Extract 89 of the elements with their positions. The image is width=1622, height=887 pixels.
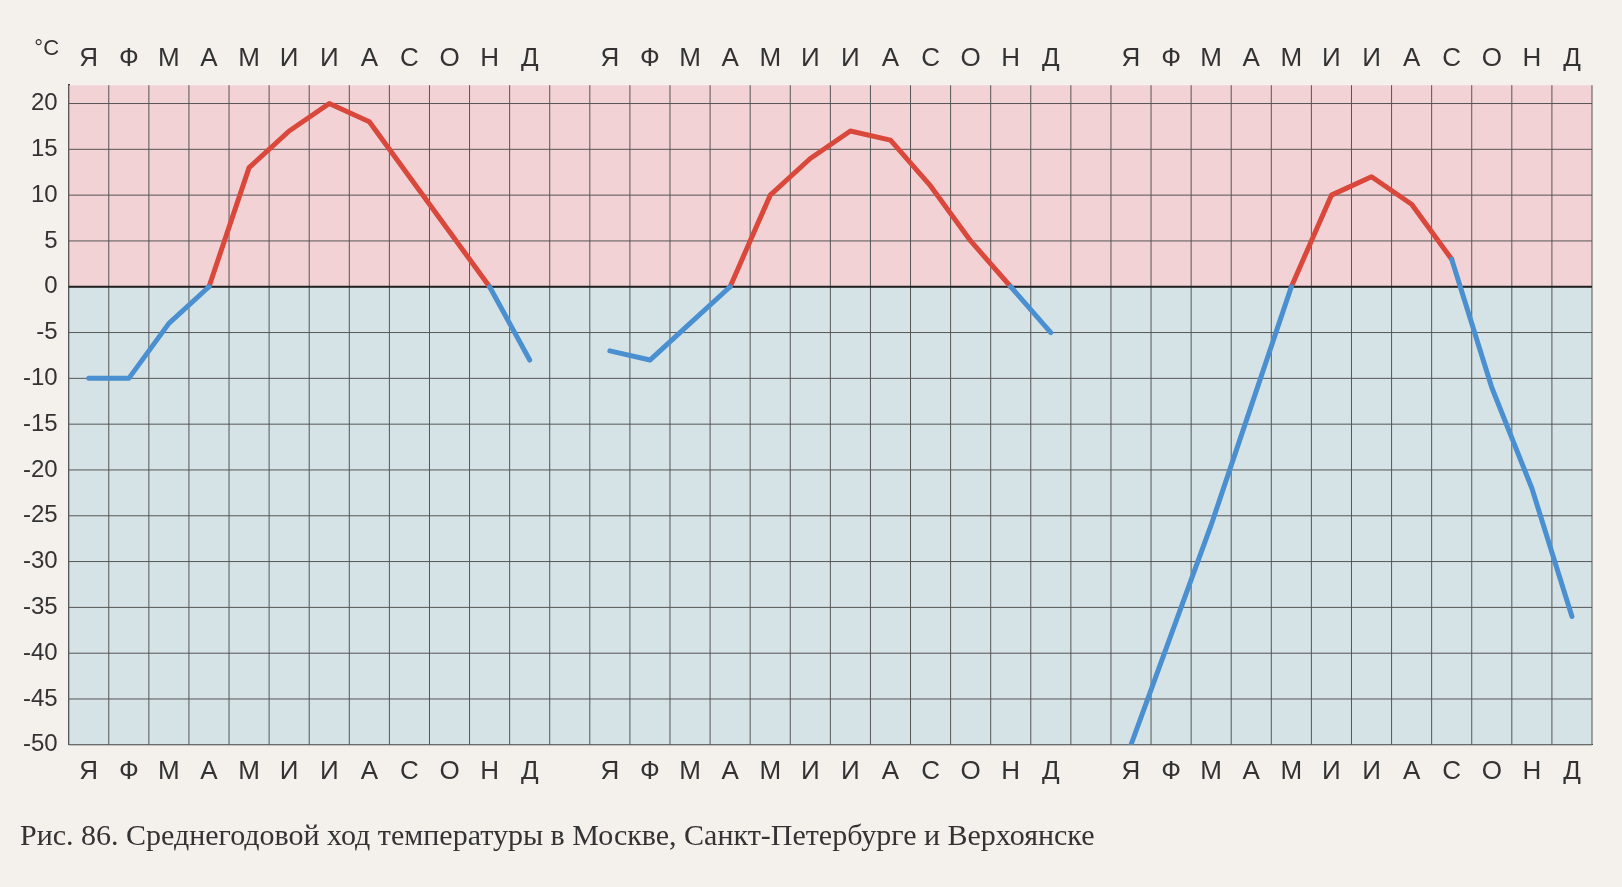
category-label: Н xyxy=(1001,41,1021,72)
y-tick-label: -5 xyxy=(36,317,58,345)
y-tick-label: 20 xyxy=(30,88,58,116)
x-tick-label: Н xyxy=(1522,754,1542,785)
category-label: О xyxy=(439,41,460,72)
x-tick-label: Д xyxy=(1042,754,1061,785)
category-label: И xyxy=(1322,41,1341,72)
x-tick-label: И xyxy=(841,754,860,785)
x-tick-label: С xyxy=(1442,754,1462,785)
x-tick-label: И xyxy=(319,754,339,785)
y-tick-label: -20 xyxy=(23,454,58,482)
y-tick-label: -45 xyxy=(23,683,58,711)
x-tick-label: Ф xyxy=(1161,754,1181,785)
x-tick-label: М xyxy=(679,754,701,785)
category-label: Н xyxy=(1522,41,1542,72)
category-label: М xyxy=(1200,41,1223,72)
category-label: А xyxy=(881,41,900,72)
category-label: М xyxy=(679,41,701,72)
category-label: И xyxy=(800,41,820,72)
x-tick-label: И xyxy=(279,754,299,785)
category-label: М xyxy=(759,41,782,72)
x-tick-label: М xyxy=(1200,754,1223,785)
x-tick-label: М xyxy=(238,754,260,785)
x-tick-label: А xyxy=(1402,754,1421,785)
x-tick-label: И xyxy=(800,754,820,785)
category-label: Д xyxy=(520,41,539,72)
x-tick-label: И xyxy=(1362,754,1381,785)
category-label: С xyxy=(400,41,419,72)
category-label: Ф xyxy=(118,41,139,72)
category-label: А xyxy=(1242,41,1260,72)
category-label: Ф xyxy=(1161,41,1181,72)
category-label: М xyxy=(158,41,180,72)
category-label: О xyxy=(960,41,981,72)
category-label: С xyxy=(1442,41,1462,72)
category-label: М xyxy=(238,41,260,72)
x-tick-label: Д xyxy=(520,754,539,785)
y-tick-label: -25 xyxy=(23,500,58,528)
category-label: А xyxy=(1402,41,1421,72)
category-label: М xyxy=(1280,41,1303,72)
category-label: Я xyxy=(79,41,99,72)
y-tick-label: -10 xyxy=(23,362,58,390)
category-label: Д xyxy=(1563,41,1581,72)
x-tick-label: М xyxy=(158,754,180,785)
y-axis-title: °C xyxy=(34,35,60,61)
x-tick-label: Я xyxy=(79,754,99,785)
x-tick-label: С xyxy=(921,754,940,785)
x-tick-label: Д xyxy=(1563,754,1582,785)
x-tick-label: А xyxy=(1242,754,1261,785)
category-label: И xyxy=(1362,41,1381,72)
x-tick-label: Н xyxy=(480,754,499,785)
category-label: И xyxy=(279,41,299,72)
y-tick-label: -50 xyxy=(23,729,58,757)
category-label: О xyxy=(1481,41,1502,72)
category-label: С xyxy=(921,41,940,72)
category-label: А xyxy=(721,41,739,72)
y-tick-label: 5 xyxy=(44,225,58,253)
y-tick-label: 15 xyxy=(30,133,58,161)
x-tick-label: М xyxy=(759,754,782,785)
x-tick-label: Ф xyxy=(118,754,139,785)
text: Рис. 86. Среднегодовой ход температуры в Москве, Санкт-Петербурге и Верхоянске xyxy=(20,818,1095,852)
category-label: Ф xyxy=(640,41,660,72)
category-label: Н xyxy=(480,41,499,72)
category-label: И xyxy=(319,41,339,72)
x-tick-label: И xyxy=(1322,754,1341,785)
y-tick-label: -15 xyxy=(23,408,58,436)
category-label: И xyxy=(841,41,860,72)
category-label: А xyxy=(360,41,379,72)
category-label: А xyxy=(200,41,218,72)
category-label: Д xyxy=(1042,41,1060,72)
x-tick-label: С xyxy=(400,754,419,785)
y-tick-label: 10 xyxy=(30,179,58,207)
category-label: Я xyxy=(600,41,620,72)
y-tick-label: -40 xyxy=(23,637,58,665)
x-tick-label: О xyxy=(1481,754,1502,785)
x-tick-label: Ф xyxy=(640,754,660,785)
x-tick-label: Н xyxy=(1001,754,1021,785)
y-tick-label: -30 xyxy=(23,546,58,574)
x-tick-label: Я xyxy=(600,754,620,785)
x-tick-label: О xyxy=(960,754,981,785)
x-tick-label: О xyxy=(439,754,460,785)
y-tick-label: 0 xyxy=(44,271,58,299)
x-tick-label: М xyxy=(1280,754,1303,785)
x-tick-label: А xyxy=(360,754,379,785)
x-tick-label: А xyxy=(200,754,219,785)
category-label: Я xyxy=(1121,41,1141,72)
x-tick-label: А xyxy=(721,754,740,785)
y-tick-label: -35 xyxy=(23,592,58,620)
x-tick-label: А xyxy=(881,754,900,785)
x-tick-label: Я xyxy=(1121,754,1141,785)
